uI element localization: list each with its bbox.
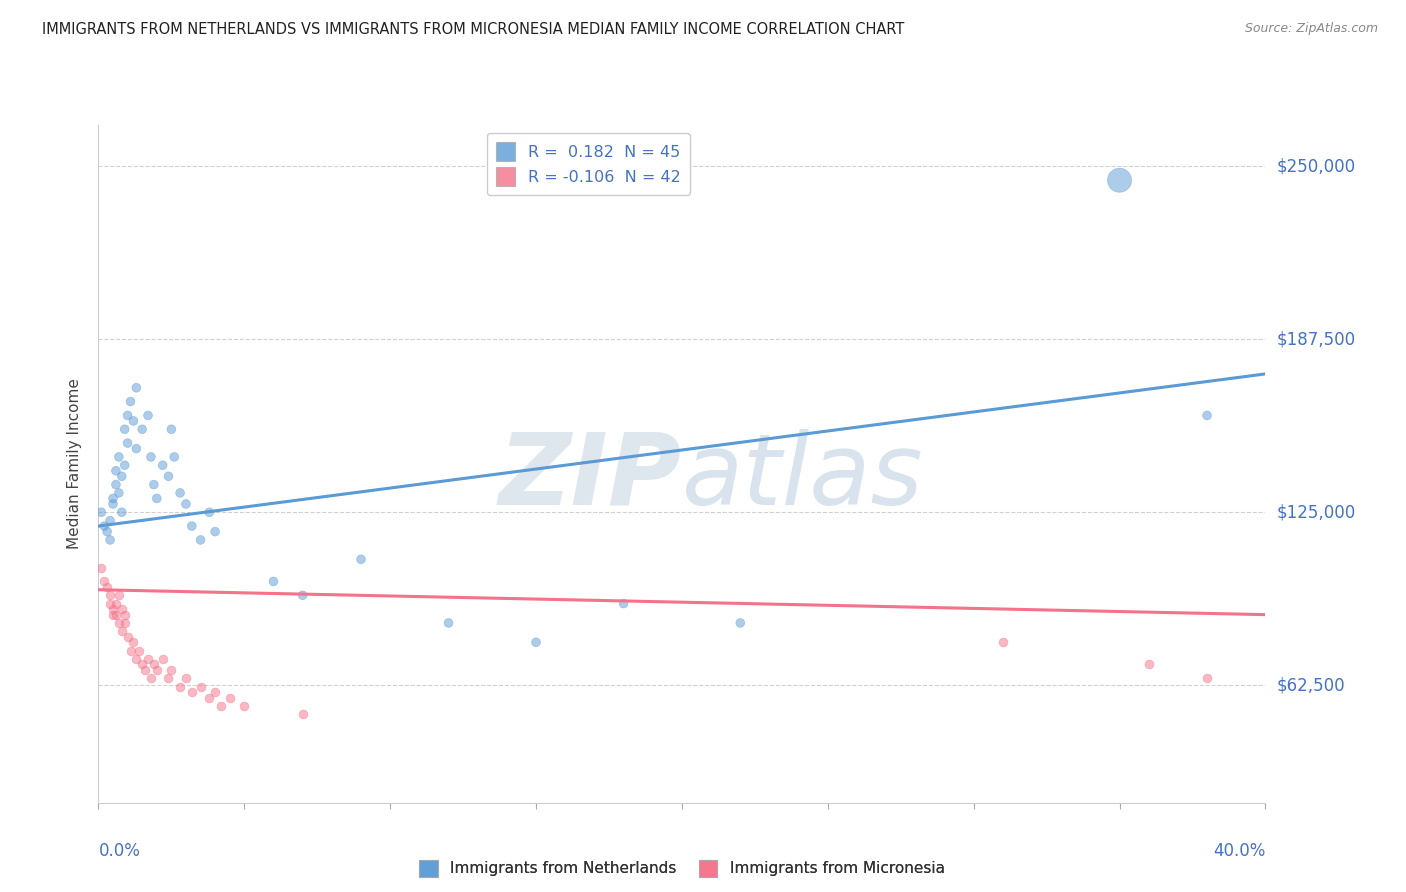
Point	[117, 436, 139, 450]
Text: 0.0%: 0.0%	[98, 842, 141, 860]
Point	[262, 574, 284, 589]
Point	[111, 505, 134, 519]
Point	[157, 469, 180, 483]
Point	[163, 450, 186, 464]
Point	[93, 519, 115, 533]
Point	[180, 519, 202, 533]
Point	[291, 588, 314, 602]
Point	[204, 685, 226, 699]
Point	[101, 491, 124, 506]
Text: ZIP: ZIP	[499, 429, 682, 526]
Point	[122, 635, 145, 649]
Point	[136, 409, 159, 423]
Point	[120, 394, 142, 409]
Point	[991, 635, 1014, 649]
Point	[98, 588, 121, 602]
Point	[104, 607, 127, 622]
Point	[174, 671, 197, 685]
Point	[122, 414, 145, 428]
Point	[104, 477, 127, 491]
Point	[190, 680, 212, 694]
Text: $62,500: $62,500	[1277, 676, 1346, 694]
Point	[1195, 409, 1218, 423]
Point	[157, 671, 180, 685]
Point	[169, 680, 191, 694]
Point	[101, 607, 124, 622]
Point	[136, 652, 159, 666]
Point	[98, 533, 121, 547]
Point	[152, 458, 174, 473]
Point	[128, 643, 150, 657]
Point	[160, 422, 183, 436]
Point	[114, 607, 136, 622]
Point	[117, 409, 139, 423]
Point	[204, 524, 226, 539]
Point	[437, 615, 460, 630]
Point	[90, 505, 112, 519]
Point	[350, 552, 373, 566]
Point	[96, 580, 118, 594]
Point	[134, 663, 156, 677]
Point	[93, 574, 115, 589]
Point	[139, 450, 162, 464]
Point	[117, 630, 139, 644]
Point	[1137, 657, 1160, 672]
Point	[104, 597, 127, 611]
Y-axis label: Median Family Income: Median Family Income	[67, 378, 83, 549]
Text: $187,500: $187,500	[1277, 330, 1355, 348]
Text: atlas: atlas	[682, 429, 924, 526]
Text: 40.0%: 40.0%	[1213, 842, 1265, 860]
Point	[152, 652, 174, 666]
Point	[728, 615, 751, 630]
Point	[111, 602, 134, 616]
Point	[101, 602, 124, 616]
Point	[146, 491, 169, 506]
Point	[1195, 671, 1218, 685]
Point	[139, 671, 162, 685]
Point	[104, 464, 127, 478]
Point	[612, 597, 634, 611]
Point	[108, 450, 131, 464]
Point	[146, 663, 169, 677]
Point	[108, 615, 131, 630]
Point	[1108, 173, 1130, 187]
Text: $250,000: $250,000	[1277, 157, 1355, 176]
Point	[218, 690, 240, 705]
Point	[125, 381, 148, 395]
Point	[111, 624, 134, 639]
Point	[524, 635, 547, 649]
Point	[108, 588, 131, 602]
Point	[142, 657, 165, 672]
Point	[125, 652, 148, 666]
Point	[120, 643, 142, 657]
Point	[114, 458, 136, 473]
Point	[114, 615, 136, 630]
Point	[198, 690, 221, 705]
Point	[180, 685, 202, 699]
Point	[198, 505, 221, 519]
Text: $125,000: $125,000	[1277, 503, 1355, 521]
Point	[98, 514, 121, 528]
Point	[174, 497, 197, 511]
Point	[291, 707, 314, 722]
Point	[169, 486, 191, 500]
Point	[114, 422, 136, 436]
Point	[101, 497, 124, 511]
Point	[108, 486, 131, 500]
Point	[90, 560, 112, 574]
Text: Source: ZipAtlas.com: Source: ZipAtlas.com	[1244, 22, 1378, 36]
Point	[131, 422, 153, 436]
Legend: Immigrants from Netherlands, Immigrants from Micronesia: Immigrants from Netherlands, Immigrants …	[413, 854, 950, 883]
Point	[111, 469, 134, 483]
Point	[131, 657, 153, 672]
Point	[142, 477, 165, 491]
Text: IMMIGRANTS FROM NETHERLANDS VS IMMIGRANTS FROM MICRONESIA MEDIAN FAMILY INCOME C: IMMIGRANTS FROM NETHERLANDS VS IMMIGRANT…	[42, 22, 904, 37]
Point	[209, 698, 232, 713]
Point	[190, 533, 212, 547]
Point	[98, 597, 121, 611]
Point	[160, 663, 183, 677]
Point	[233, 698, 256, 713]
Point	[96, 524, 118, 539]
Point	[125, 442, 148, 456]
